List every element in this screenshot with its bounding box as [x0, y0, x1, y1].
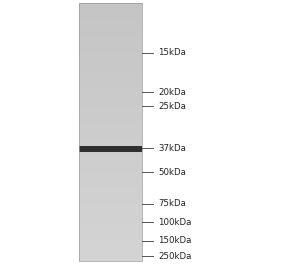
- Bar: [79, 77, 142, 80]
- Bar: [79, 116, 142, 119]
- Bar: [79, 177, 142, 181]
- Text: 50kDa: 50kDa: [158, 168, 186, 177]
- Bar: [79, 125, 142, 129]
- Bar: [79, 187, 142, 190]
- Bar: [79, 6, 142, 9]
- Bar: [79, 258, 142, 261]
- Bar: [79, 213, 142, 216]
- Bar: [79, 223, 142, 226]
- Bar: [79, 145, 142, 148]
- Bar: [79, 155, 142, 158]
- Bar: [79, 93, 142, 96]
- Bar: [79, 29, 142, 32]
- Bar: [79, 87, 142, 90]
- Text: 15kDa: 15kDa: [158, 48, 186, 57]
- Bar: [79, 203, 142, 206]
- Bar: [79, 181, 142, 184]
- Bar: [79, 12, 142, 16]
- Bar: [79, 109, 142, 112]
- Bar: [79, 226, 142, 229]
- Bar: [79, 9, 142, 12]
- Bar: [79, 252, 142, 255]
- Bar: [79, 45, 142, 48]
- Text: 100kDa: 100kDa: [158, 218, 192, 227]
- Bar: [79, 146, 142, 152]
- Bar: [79, 83, 142, 87]
- Bar: [79, 106, 142, 109]
- Bar: [79, 48, 142, 51]
- Bar: [79, 135, 142, 138]
- Bar: [79, 67, 142, 70]
- Bar: [79, 103, 142, 106]
- Text: 150kDa: 150kDa: [158, 236, 192, 245]
- Bar: [79, 122, 142, 126]
- Bar: [79, 38, 142, 41]
- Bar: [79, 138, 142, 142]
- Bar: [79, 158, 142, 161]
- Bar: [79, 242, 142, 245]
- Bar: [79, 35, 142, 38]
- Bar: [79, 132, 142, 135]
- Bar: [79, 168, 142, 171]
- Text: 75kDa: 75kDa: [158, 199, 186, 208]
- Bar: [79, 3, 142, 261]
- Bar: [79, 58, 142, 61]
- Bar: [79, 96, 142, 100]
- Bar: [79, 61, 142, 64]
- Bar: [79, 112, 142, 116]
- Text: 20kDa: 20kDa: [158, 88, 186, 97]
- Bar: [79, 164, 142, 168]
- Bar: [79, 32, 142, 35]
- Bar: [79, 148, 142, 151]
- Bar: [79, 3, 142, 261]
- Bar: [79, 74, 142, 77]
- Bar: [79, 161, 142, 164]
- Bar: [79, 245, 142, 248]
- Bar: [79, 190, 142, 194]
- Bar: [79, 248, 142, 252]
- Bar: [79, 200, 142, 203]
- Bar: [79, 90, 142, 93]
- Bar: [79, 41, 142, 45]
- Bar: [79, 142, 142, 145]
- Bar: [79, 206, 142, 210]
- Bar: [79, 64, 142, 67]
- Bar: [79, 70, 142, 74]
- Bar: [79, 25, 142, 29]
- Bar: [79, 194, 142, 197]
- Bar: [79, 3, 142, 6]
- Bar: [79, 51, 142, 54]
- Bar: [79, 174, 142, 177]
- Bar: [79, 216, 142, 219]
- Bar: [79, 184, 142, 187]
- Bar: [79, 80, 142, 83]
- Text: 37kDa: 37kDa: [158, 144, 186, 153]
- Bar: [79, 232, 142, 235]
- Bar: [79, 219, 142, 223]
- Bar: [79, 100, 142, 103]
- Bar: [79, 171, 142, 174]
- Bar: [79, 22, 142, 25]
- Bar: [79, 229, 142, 232]
- Bar: [79, 235, 142, 239]
- Bar: [79, 210, 142, 213]
- Bar: [79, 255, 142, 258]
- Text: 25kDa: 25kDa: [158, 102, 186, 111]
- Bar: [79, 129, 142, 132]
- Bar: [79, 119, 142, 122]
- Bar: [79, 54, 142, 58]
- Bar: [79, 197, 142, 200]
- Bar: [79, 19, 142, 22]
- Bar: [79, 16, 142, 19]
- Text: 250kDa: 250kDa: [158, 252, 192, 261]
- Bar: [79, 239, 142, 242]
- Bar: [79, 152, 142, 155]
